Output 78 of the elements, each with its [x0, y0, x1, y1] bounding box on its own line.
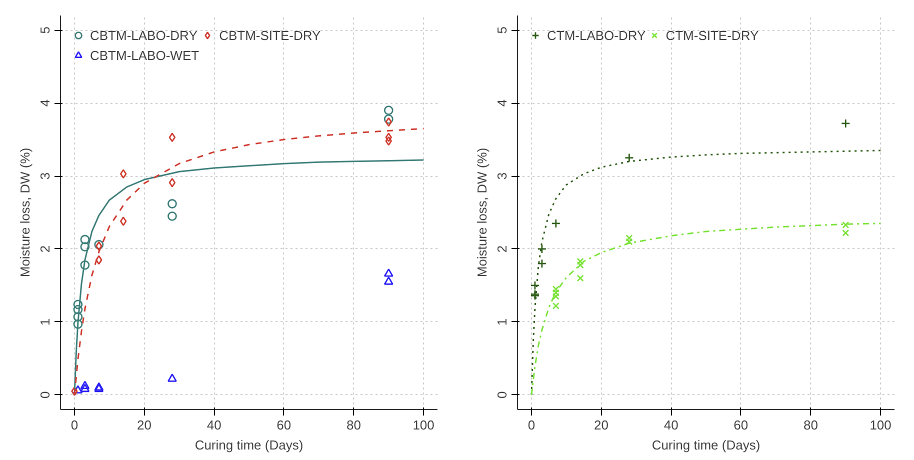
point	[73, 304, 83, 314]
point	[840, 118, 850, 128]
y-tick-label: 2	[38, 245, 52, 253]
point	[552, 302, 560, 310]
point	[842, 221, 850, 228]
point	[551, 218, 561, 228]
y-tick-label: 4	[38, 99, 52, 107]
point	[168, 178, 176, 188]
y-tick-label: 4	[494, 99, 510, 107]
y-tick-label: 2	[494, 245, 510, 253]
point	[168, 211, 177, 221]
point	[385, 117, 392, 127]
y-tick-label: 1	[38, 318, 52, 326]
x-tick-label: 20	[137, 418, 152, 432]
point	[73, 319, 83, 329]
point	[576, 274, 584, 282]
point	[80, 242, 90, 252]
y-tick-label: 5	[494, 26, 510, 34]
point	[576, 258, 584, 265]
point	[385, 132, 392, 142]
x-axis-title: Curing time (Days)	[194, 438, 304, 452]
point	[73, 312, 83, 322]
legend-label: CBTM-LABO-WET	[90, 48, 200, 62]
y-tick-label: 0	[38, 391, 52, 399]
point	[385, 136, 392, 146]
x-tick-label: 80	[803, 418, 818, 432]
y-tick-label: 3	[494, 172, 510, 180]
point	[384, 268, 394, 277]
point	[80, 260, 90, 270]
line-series	[530, 222, 882, 396]
x-tick-label: 60	[276, 418, 292, 432]
x-tick-label: 60	[734, 418, 748, 432]
legend-label: CBTM-SITE-DRY	[219, 28, 321, 42]
x-tick-label: 100	[412, 418, 434, 432]
point	[626, 238, 633, 246]
legend-label: CTM-LABO-DRY	[547, 28, 646, 42]
x-axis-title: Curing time (Days)	[652, 438, 760, 452]
point	[626, 234, 633, 242]
point	[73, 300, 83, 310]
y-tick-label: 0	[494, 391, 510, 399]
point	[842, 229, 850, 236]
point	[576, 262, 584, 269]
point	[530, 280, 540, 290]
point	[80, 384, 90, 392]
point	[552, 292, 560, 300]
y-tick-label: 1	[494, 318, 510, 326]
legend-label: CTM-SITE-DRY	[666, 28, 759, 42]
point	[537, 244, 547, 254]
x-tick-label: 0	[528, 418, 536, 432]
point	[384, 114, 394, 124]
point	[168, 132, 176, 142]
point	[73, 385, 83, 394]
point	[120, 169, 127, 179]
point	[96, 255, 102, 265]
x-tick-label: 20	[594, 418, 609, 432]
point	[624, 153, 634, 162]
point	[80, 234, 90, 244]
y-tick-label: 3	[38, 172, 52, 180]
point	[384, 276, 394, 285]
point	[80, 380, 90, 390]
x-tick-label: 40	[206, 418, 222, 432]
x-tick-label: 40	[664, 418, 678, 432]
y-axis-title: Moisture loss, DW (%)	[474, 148, 490, 278]
point	[71, 386, 78, 396]
x-tick-label: 100	[870, 418, 892, 432]
point	[552, 289, 560, 296]
line-series	[530, 150, 882, 396]
x-tick-label: 80	[346, 418, 361, 432]
point	[552, 286, 560, 293]
point	[537, 258, 547, 268]
point	[120, 216, 127, 226]
y-axis-title: Moisture loss, DW (%)	[18, 148, 32, 278]
point	[168, 374, 177, 382]
y-tick-label: 5	[38, 26, 52, 34]
legend-label: CBTM-LABO-DRY	[90, 28, 198, 42]
point	[168, 199, 177, 208]
x-tick-label: 0	[70, 418, 78, 432]
point	[384, 106, 394, 116]
